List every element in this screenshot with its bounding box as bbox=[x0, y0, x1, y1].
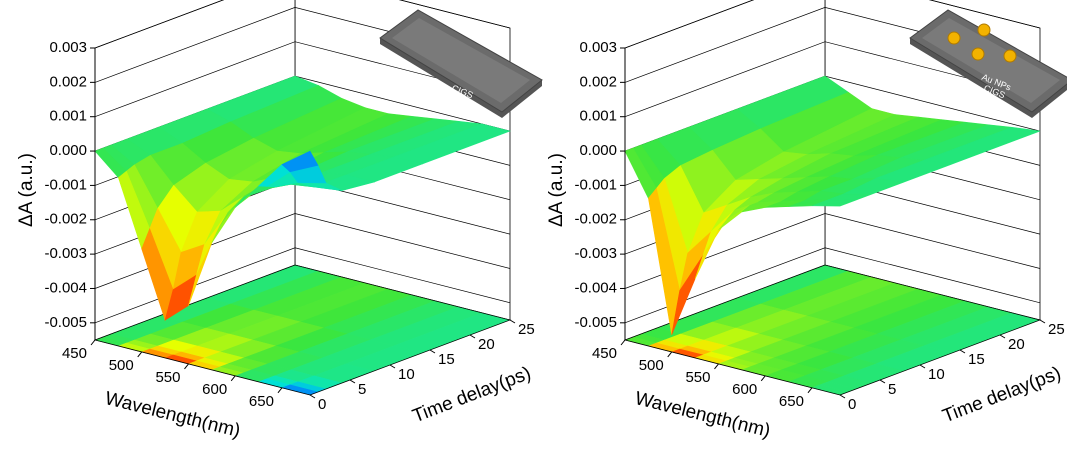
y-tick-label: 0 bbox=[318, 396, 326, 413]
x-tick bbox=[807, 387, 813, 394]
z-tick-label: 0.001 bbox=[49, 108, 87, 125]
z-tick-label: -0.002 bbox=[44, 211, 87, 228]
grid-line bbox=[624, 247, 1041, 324]
nanoparticle bbox=[977, 23, 991, 37]
z-tick-label: -0.005 bbox=[574, 314, 617, 331]
x-tick-label: 600 bbox=[202, 381, 227, 398]
x-tick bbox=[137, 351, 143, 358]
y-tick bbox=[839, 394, 846, 399]
y-tick-label: 5 bbox=[888, 381, 896, 398]
x-tick bbox=[667, 351, 673, 358]
y-tick bbox=[959, 349, 966, 354]
panel: 0.003 0.002 0.001 0.000 -0.001 -0.002 -0.003 -0… bbox=[16, 0, 543, 442]
x-tick-label: 600 bbox=[732, 381, 757, 398]
z-tick-label: -0.005 bbox=[44, 314, 87, 331]
z-tick-label: 0.000 bbox=[579, 142, 617, 159]
x-tick-label: 650 bbox=[779, 393, 804, 410]
nanoparticle bbox=[971, 47, 985, 61]
y-tick bbox=[389, 364, 396, 369]
y-tick bbox=[999, 334, 1006, 339]
z-tick-label: -0.003 bbox=[44, 245, 87, 262]
x-tick bbox=[90, 339, 96, 346]
z-tick-label: -0.002 bbox=[574, 211, 617, 228]
x-tick-label: 450 bbox=[592, 345, 617, 362]
y-tick bbox=[1039, 319, 1046, 324]
y-tick bbox=[309, 394, 316, 399]
z-tick-label: 0.001 bbox=[579, 108, 617, 125]
x-tick-label: 500 bbox=[109, 357, 134, 374]
y-tick-label: 25 bbox=[518, 321, 535, 338]
y-tick-label: 10 bbox=[398, 366, 415, 383]
z-tick-label: -0.001 bbox=[574, 176, 617, 193]
nanoparticle bbox=[947, 31, 961, 45]
surface-cell bbox=[811, 202, 849, 207]
y-axis-title: Time delay(ps) bbox=[410, 363, 534, 427]
z-tick-label: -0.003 bbox=[574, 245, 617, 262]
z-tick-label: -0.004 bbox=[44, 279, 87, 296]
inset-film bbox=[392, 18, 530, 103]
y-tick-label: 25 bbox=[1048, 321, 1065, 338]
z-axis-title: ΔA (a.u.) bbox=[546, 153, 567, 227]
y-tick-label: 5 bbox=[358, 381, 366, 398]
z-tick-label: 0.003 bbox=[49, 39, 87, 56]
z-tick-label: 0.003 bbox=[579, 39, 617, 56]
y-tick-label: 15 bbox=[968, 351, 985, 368]
y-tick bbox=[429, 349, 436, 354]
y-axis-title: Time delay(ps) bbox=[940, 363, 1064, 427]
y-tick bbox=[919, 364, 926, 369]
y-tick-label: 0 bbox=[848, 396, 856, 413]
z-axis-title: ΔA (a.u.) bbox=[16, 153, 37, 227]
y-tick-label: 20 bbox=[478, 336, 495, 353]
z-tick-label: -0.001 bbox=[44, 176, 87, 193]
y-tick-label: 10 bbox=[928, 366, 945, 383]
x-tick bbox=[230, 375, 236, 382]
x-tick-label: 500 bbox=[639, 357, 664, 374]
y-tick bbox=[469, 334, 476, 339]
y-tick bbox=[879, 379, 886, 384]
grid-line bbox=[624, 0, 1041, 49]
x-tick-label: 450 bbox=[62, 345, 87, 362]
y-tick bbox=[349, 379, 356, 384]
y-tick bbox=[509, 319, 516, 324]
z-tick-label: 0.002 bbox=[579, 73, 617, 90]
nanoparticle bbox=[1003, 49, 1017, 63]
z-tick-label: -0.004 bbox=[574, 279, 617, 296]
surface-cell bbox=[281, 150, 319, 173]
y-tick-label: 20 bbox=[1008, 336, 1025, 353]
x-tick bbox=[184, 363, 189, 370]
y-tick-label: 15 bbox=[438, 351, 455, 368]
x-tick-label: 550 bbox=[155, 369, 180, 386]
x-tick bbox=[620, 339, 626, 346]
panel: 0.003 0.002 0.001 0.000 -0.001 -0.002 -0.003 -0… bbox=[546, 0, 1067, 442]
x-tick bbox=[760, 375, 766, 382]
z-tick-label: 0.002 bbox=[49, 73, 87, 90]
z-tick-label: 0.000 bbox=[49, 142, 87, 159]
grid-line bbox=[94, 0, 511, 49]
x-tick-label: 650 bbox=[249, 393, 274, 410]
x-tick-label: 550 bbox=[685, 369, 710, 386]
x-tick bbox=[714, 363, 719, 370]
x-tick bbox=[277, 387, 283, 394]
